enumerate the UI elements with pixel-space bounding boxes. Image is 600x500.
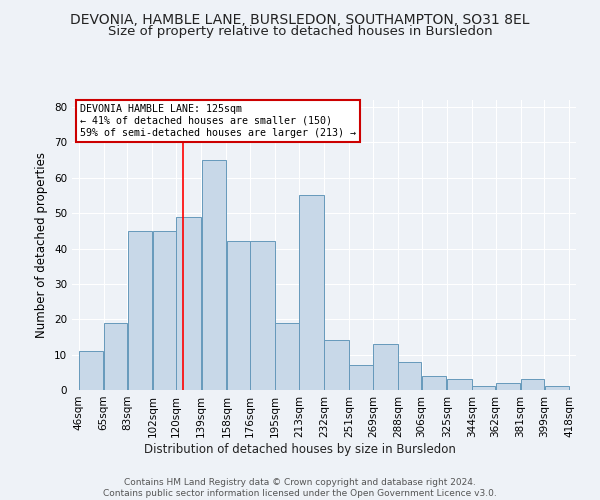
Bar (227, 242, 250, 390)
Bar (324, 340, 349, 390)
Text: DEVONIA HAMBLE LANE: 125sqm
← 41% of detached houses are smaller (150)
59% of se: DEVONIA HAMBLE LANE: 125sqm ← 41% of det… (80, 104, 356, 138)
Bar (349, 365, 373, 390)
Text: Size of property relative to detached houses in Bursledon: Size of property relative to detached ho… (107, 25, 493, 38)
Bar (299, 196, 324, 390)
Bar (472, 386, 495, 390)
Text: Distribution of detached houses by size in Bursledon: Distribution of detached houses by size … (144, 442, 456, 456)
Bar (128, 231, 152, 390)
Bar (79, 351, 103, 390)
Bar (422, 376, 446, 390)
Bar (176, 216, 201, 390)
Bar (275, 323, 299, 390)
Bar (202, 160, 226, 390)
Bar (153, 231, 176, 390)
Text: DEVONIA, HAMBLE LANE, BURSLEDON, SOUTHAMPTON, SO31 8EL: DEVONIA, HAMBLE LANE, BURSLEDON, SOUTHAM… (70, 12, 530, 26)
Bar (373, 344, 398, 390)
Bar (521, 380, 544, 390)
Bar (250, 242, 275, 390)
Bar (398, 362, 421, 390)
Y-axis label: Number of detached properties: Number of detached properties (35, 152, 49, 338)
Text: Contains HM Land Registry data © Crown copyright and database right 2024.
Contai: Contains HM Land Registry data © Crown c… (103, 478, 497, 498)
Bar (447, 380, 472, 390)
Bar (496, 383, 520, 390)
Bar (104, 323, 127, 390)
Bar (545, 386, 569, 390)
